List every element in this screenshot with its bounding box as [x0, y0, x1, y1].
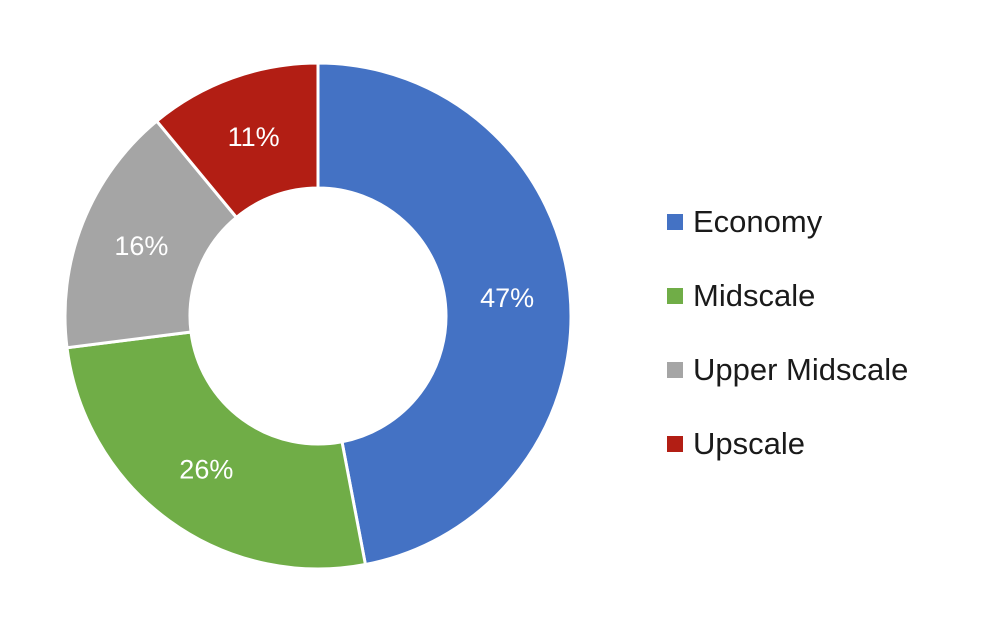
legend-label-economy: Economy — [693, 204, 823, 239]
legend-item-upscale: Upscale — [667, 407, 908, 481]
legend-swatch-midscale — [667, 288, 683, 304]
legend-item-midscale: Midscale — [667, 259, 908, 333]
legend-swatch-upper-midscale — [667, 362, 683, 378]
donut-chart: 47% 26% 16% 11% — [63, 61, 573, 571]
legend-label-midscale: Midscale — [693, 278, 816, 313]
data-label-upper-midscale: 16% — [114, 231, 168, 261]
data-label-upscale: 11% — [228, 122, 280, 152]
slice-economy — [316, 61, 573, 567]
slice-upscale — [154, 61, 320, 220]
data-label-midscale: 26% — [179, 455, 233, 485]
legend-swatch-upscale — [667, 436, 683, 452]
legend-item-economy: Economy — [667, 185, 908, 259]
legend-swatch-economy — [667, 214, 683, 230]
legend: Economy Midscale Upper Midscale Upscale — [667, 185, 908, 481]
legend-item-upper-midscale: Upper Midscale — [667, 333, 908, 407]
data-label-economy: 47% — [480, 283, 534, 313]
slice-midscale — [65, 330, 368, 571]
legend-label-upscale: Upscale — [693, 426, 805, 461]
slice-upper-midscale — [63, 118, 239, 350]
legend-label-upper-midscale: Upper Midscale — [693, 352, 909, 387]
